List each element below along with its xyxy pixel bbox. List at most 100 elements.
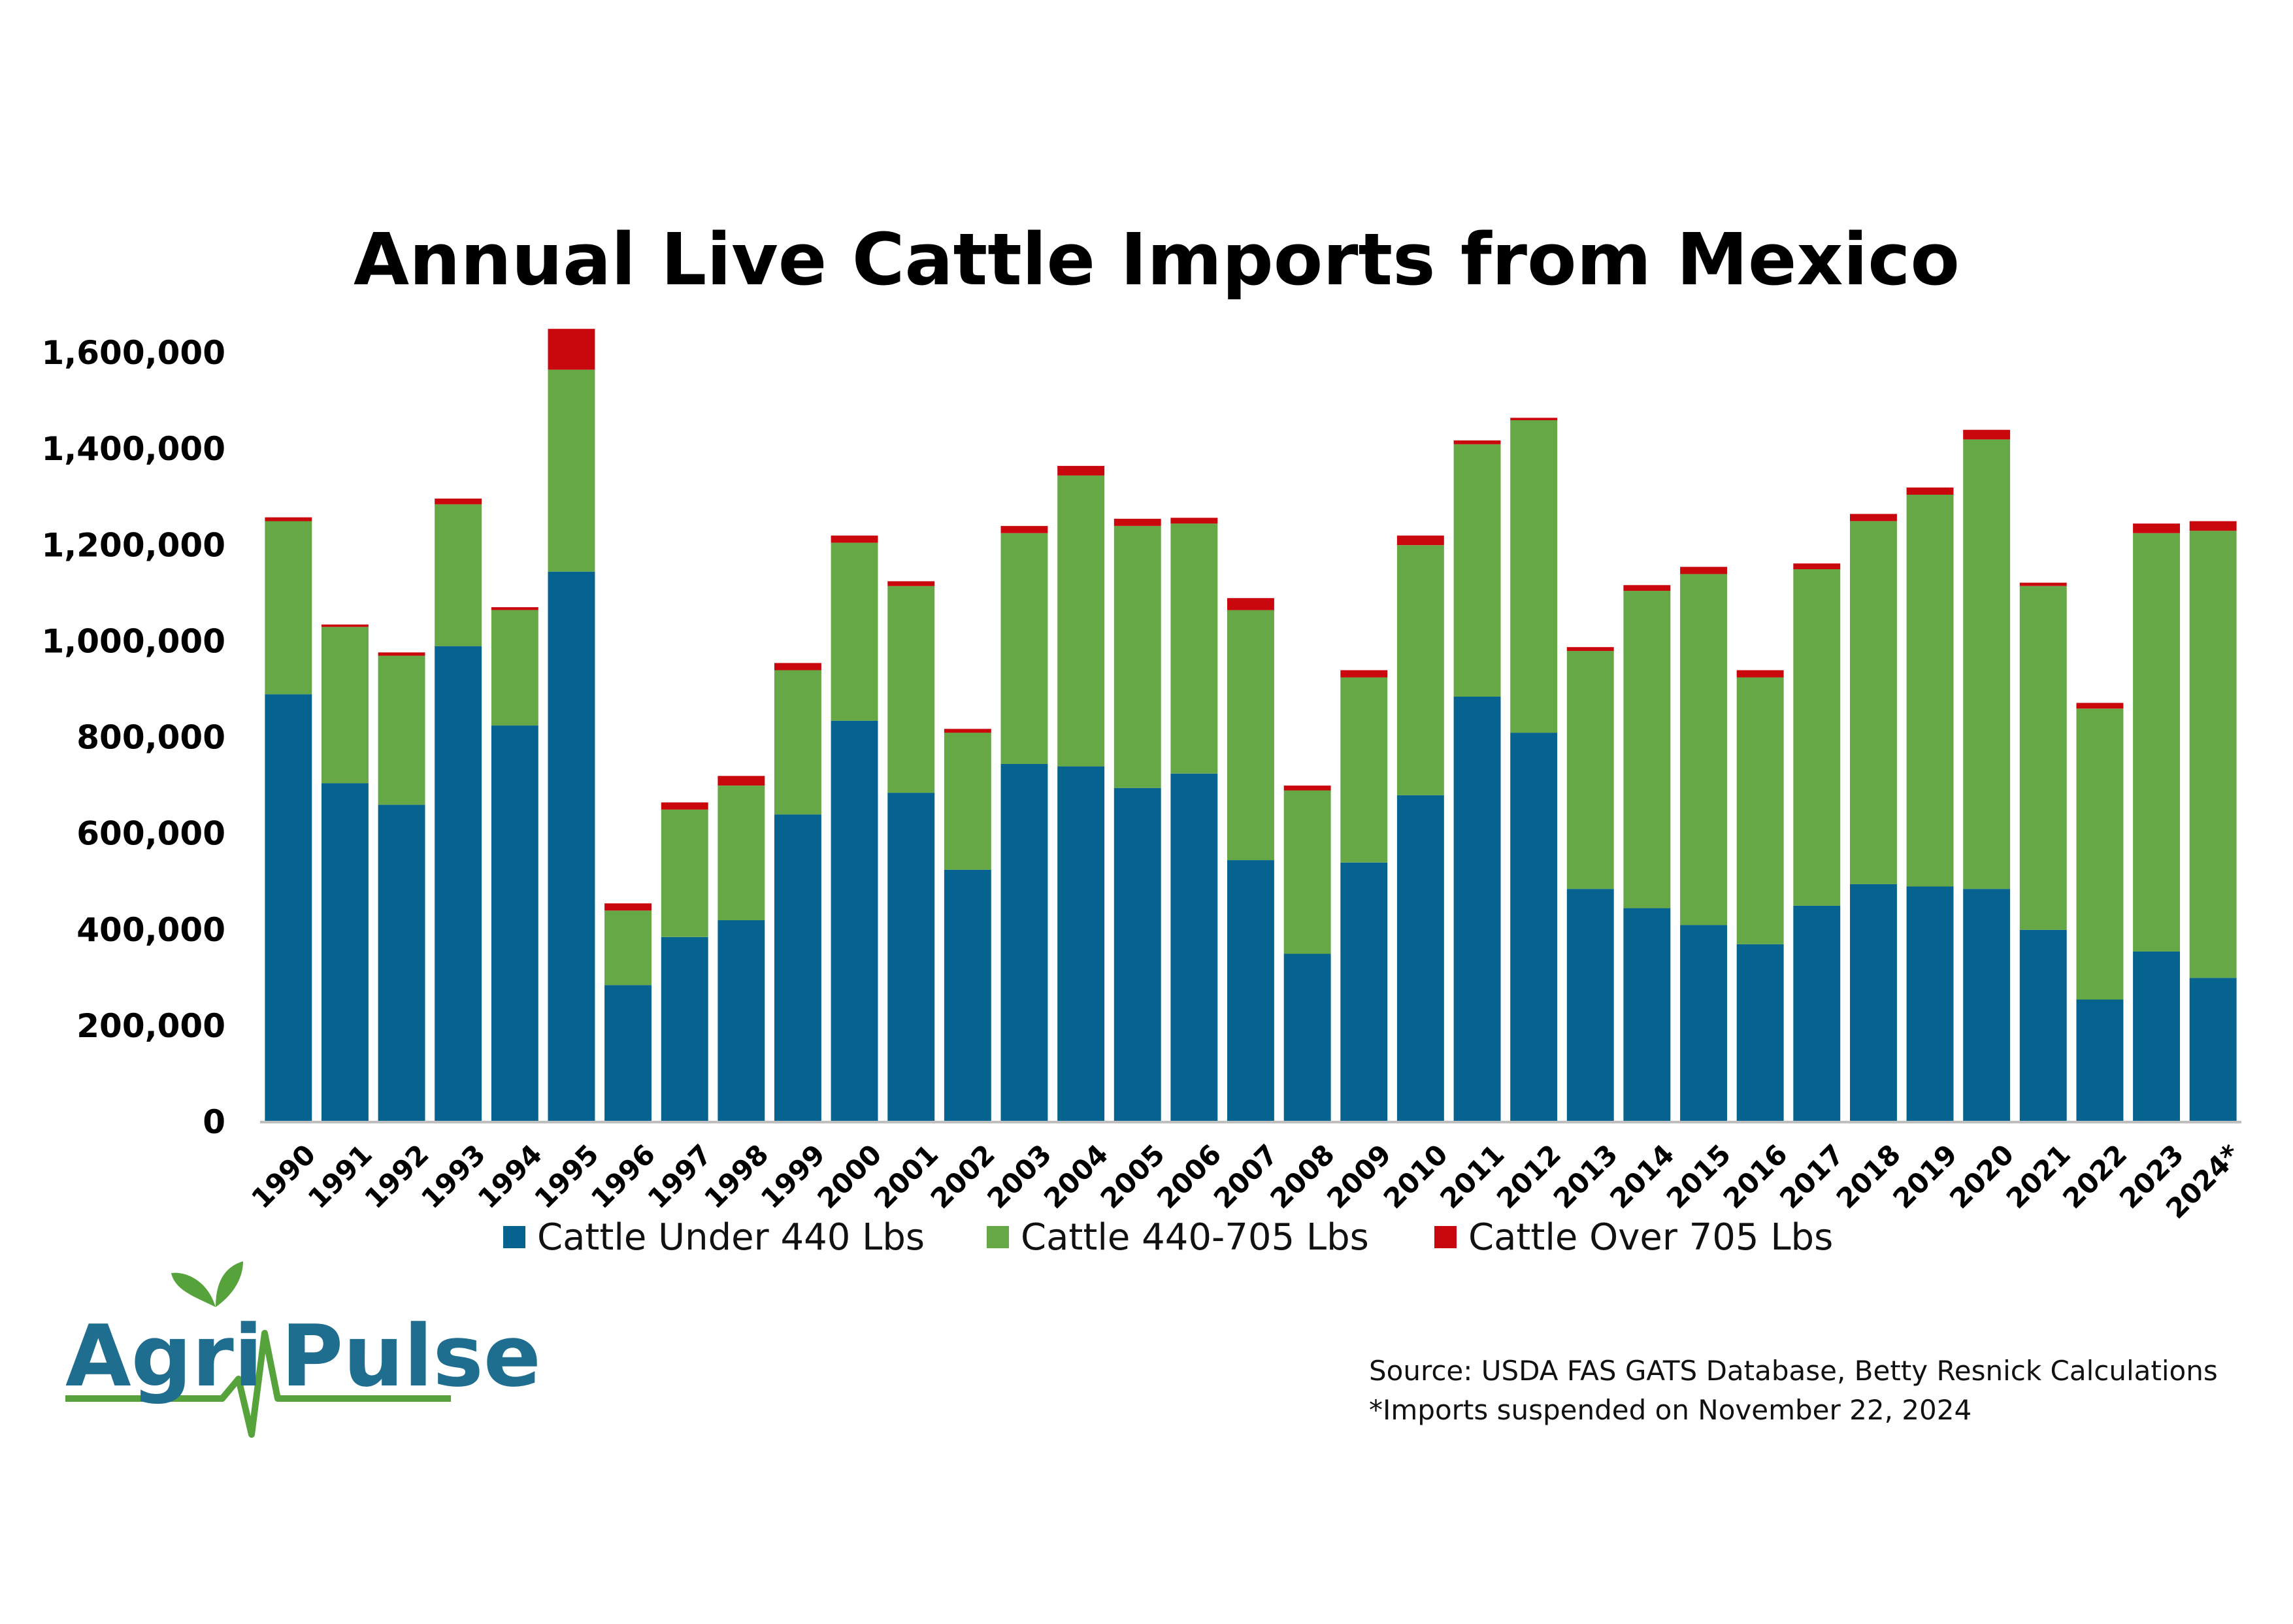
bar-over-705-1997 — [661, 802, 708, 810]
x-tick-label: 2003 — [981, 1138, 1057, 1214]
bar-over-705-2024 — [2189, 521, 2237, 531]
x-tick-label: 2017 — [1773, 1138, 1850, 1214]
x-tick-label: 2014 — [1604, 1138, 1680, 1214]
bar-440-705-2002 — [944, 733, 991, 870]
bar-under-440-2015 — [1680, 925, 1727, 1122]
bar-under-440-2024 — [2189, 978, 2237, 1122]
y-tick-label: 0 — [203, 1103, 225, 1141]
bar-under-440-2009 — [1340, 862, 1388, 1122]
y-axis-ticks: 0 200,000 400,000 600,000 800,000 1,000,000 1,… — [41, 334, 225, 1141]
bar-440-705-2014 — [1623, 591, 1671, 908]
x-axis-ticks: 1990199119921993199419951996199719981999… — [245, 1138, 2247, 1225]
bar-440-705-1993 — [435, 504, 482, 646]
x-tick-label: 1990 — [245, 1138, 322, 1214]
bar-440-705-2011 — [1453, 444, 1501, 697]
y-tick-label: 800,000 — [76, 719, 225, 757]
bar-over-705-1999 — [774, 663, 821, 671]
legend-swatch-under-440 — [503, 1226, 525, 1248]
y-tick-label: 1,000,000 — [41, 622, 225, 660]
legend-label-over-705: Cattle Over 705 Lbs — [1468, 1216, 1833, 1259]
bar-under-440-2019 — [1906, 886, 1954, 1122]
bar-440-705-2000 — [831, 542, 878, 721]
bar-under-440-1995 — [548, 571, 595, 1122]
bar-440-705-2003 — [1000, 533, 1048, 764]
bar-over-705-2012 — [1510, 418, 1558, 420]
bar-under-440-2006 — [1170, 773, 1218, 1122]
bar-over-705-2020 — [1963, 429, 2011, 440]
bar-over-705-2017 — [1793, 563, 1841, 569]
bar-440-705-1996 — [604, 910, 652, 986]
bar-under-440-2007 — [1227, 860, 1274, 1122]
y-tick-label: 1,400,000 — [41, 430, 225, 468]
logo-pulse-text: Pulse — [281, 1306, 541, 1406]
bar-440-705-2012 — [1510, 420, 1558, 733]
bar-over-705-2019 — [1906, 488, 1954, 495]
bar-under-440-1996 — [604, 985, 652, 1122]
bar-440-705-2015 — [1680, 574, 1727, 925]
y-tick-label: 600,000 — [76, 815, 225, 853]
bar-440-705-2004 — [1057, 475, 1105, 767]
x-tick-label: 2011 — [1434, 1138, 1510, 1214]
bar-440-705-2016 — [1736, 677, 1784, 944]
x-tick-label: 2018 — [1830, 1138, 1907, 1214]
x-tick-label: 2016 — [1717, 1138, 1794, 1214]
logo-agri-text: Agri — [65, 1306, 263, 1406]
bar-under-440-2023 — [2133, 951, 2180, 1122]
bar-over-705-2008 — [1283, 786, 1331, 791]
x-tick-label: 1995 — [528, 1138, 604, 1214]
legend-label-440-705: Cattle 440-705 Lbs — [1021, 1216, 1369, 1259]
x-tick-label: 1997 — [642, 1138, 718, 1214]
bar-under-440-1990 — [265, 694, 312, 1122]
x-tick-label: 1999 — [755, 1138, 831, 1214]
bar-440-705-1998 — [718, 786, 765, 921]
bar-over-705-1998 — [718, 776, 765, 786]
bar-440-705-1991 — [322, 627, 369, 784]
bar-440-705-1992 — [378, 655, 425, 805]
x-tick-label: 2007 — [1208, 1138, 1284, 1214]
y-tick-label: 1,200,000 — [41, 526, 225, 564]
bar-under-440-1992 — [378, 804, 425, 1122]
bar-over-705-2021 — [2019, 582, 2067, 586]
bar-over-705-1993 — [435, 498, 482, 505]
bar-under-440-2011 — [1453, 697, 1501, 1122]
x-tick-label: 2009 — [1321, 1138, 1397, 1214]
leaf-pulse-icon — [65, 1261, 451, 1438]
bar-440-705-2020 — [1963, 439, 2011, 889]
bar-under-440-1991 — [322, 783, 369, 1122]
x-tick-label: 2022 — [2056, 1138, 2133, 1214]
bar-over-705-2022 — [2076, 703, 2124, 709]
bar-440-705-2010 — [1396, 545, 1444, 795]
bar-over-705-2002 — [944, 729, 991, 733]
bar-440-705-2023 — [2133, 533, 2180, 952]
x-tick-label: 1998 — [698, 1138, 774, 1214]
bar-440-705-2018 — [1850, 521, 1897, 884]
bar-over-705-2011 — [1453, 440, 1501, 444]
bar-under-440-2001 — [887, 793, 935, 1122]
bar-under-440-2004 — [1057, 766, 1105, 1122]
bar-under-440-2012 — [1510, 733, 1558, 1122]
x-tick-label: 2010 — [1377, 1138, 1454, 1214]
bar-series — [265, 329, 2237, 1123]
bar-over-705-2018 — [1850, 514, 1897, 522]
bar-under-440-2017 — [1793, 906, 1841, 1122]
x-tick-label: 2021 — [2000, 1138, 2077, 1214]
bar-under-440-2008 — [1283, 953, 1331, 1122]
bar-over-705-2015 — [1680, 567, 1727, 574]
bar-440-705-1997 — [661, 809, 708, 937]
legend-label-under-440: Cattle Under 440 Lbs — [537, 1216, 925, 1259]
bar-over-705-2014 — [1623, 585, 1671, 591]
bar-over-705-1992 — [378, 652, 425, 656]
bar-440-705-2017 — [1793, 569, 1841, 906]
x-tick-label: 2013 — [1547, 1138, 1624, 1214]
bar-under-440-2014 — [1623, 908, 1671, 1122]
bar-over-705-2000 — [831, 535, 878, 543]
bar-440-705-2019 — [1906, 495, 1954, 887]
bar-under-440-1997 — [661, 936, 708, 1122]
bar-over-705-2001 — [887, 581, 935, 586]
bar-440-705-1990 — [265, 521, 312, 695]
x-tick-label: 2004 — [1038, 1138, 1114, 1214]
bar-under-440-2002 — [944, 869, 991, 1122]
bar-over-705-1996 — [604, 903, 652, 911]
